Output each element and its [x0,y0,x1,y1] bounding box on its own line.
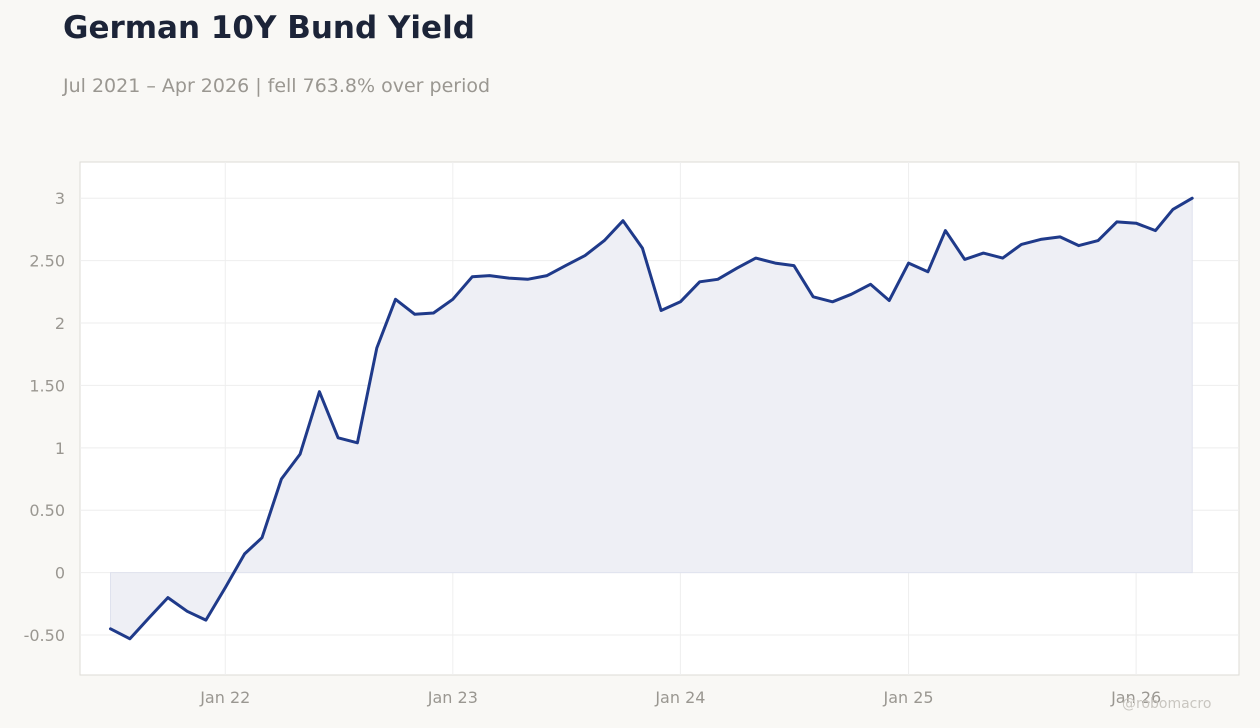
y-tick-label: -0.50 [24,626,65,645]
y-tick-label: 2.50 [29,252,65,271]
chart-subtitle: Jul 2021 – Apr 2026 | fell 763.8% over p… [63,75,491,97]
x-tick-label: Jan 25 [883,688,934,707]
y-tick-label: 3 [55,189,65,208]
y-axis-ticks: -0.50 0 0.50 1 1.50 2 2.50 3 [24,189,65,645]
y-tick-label: 0 [55,564,65,583]
y-tick-label: 1 [55,439,65,458]
x-tick-label: Jan 26 [1110,688,1161,707]
chart-title: German 10Y Bund Yield [63,10,475,46]
watermark: @robomacro [1122,696,1212,712]
x-axis-ticks: Jan 22 Jan 23 Jan 24 Jan 25 Jan 26 [199,688,1161,707]
y-tick-label: 2 [55,314,65,333]
y-tick-label: 1.50 [29,376,65,395]
series-line [109,196,1194,641]
x-tick-label: Jan 24 [654,688,705,707]
x-tick-label: Jan 23 [427,688,478,707]
y-tick-label: 0.50 [29,501,65,520]
line-layer [109,196,1194,641]
x-tick-label: Jan 22 [199,688,250,707]
